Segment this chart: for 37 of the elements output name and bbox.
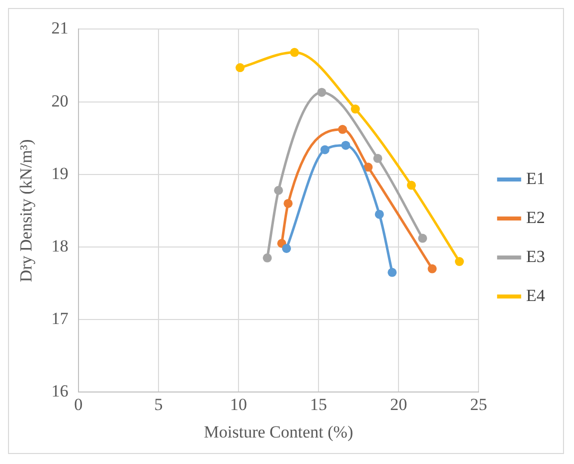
y-tick-label: 18 — [51, 236, 68, 256]
x-axis-title: Moisture Content (%) — [204, 422, 354, 442]
point — [274, 186, 284, 195]
point — [320, 145, 330, 154]
point — [338, 124, 348, 134]
x-tick-label: 10 — [230, 394, 247, 414]
point — [364, 162, 373, 172]
point — [341, 140, 350, 150]
point — [236, 63, 245, 72]
x-tick-label: 15 — [310, 394, 328, 414]
x-tick-label: 0 — [74, 394, 83, 414]
point — [350, 104, 360, 114]
x-tick-label: 25 — [470, 394, 488, 414]
legend-label: E4 — [526, 286, 546, 305]
point — [284, 198, 293, 208]
point — [454, 257, 464, 266]
legend-label: E3 — [526, 246, 546, 266]
point — [290, 48, 300, 57]
point — [317, 88, 326, 97]
y-tick-label: 17 — [51, 309, 69, 328]
x-tick-label: 5 — [154, 394, 163, 414]
y-tick-label: 20 — [51, 91, 68, 110]
legend-label: E1 — [526, 168, 546, 188]
point — [418, 234, 428, 243]
point — [262, 253, 272, 262]
legend-label: E2 — [526, 208, 546, 227]
point — [406, 180, 416, 190]
y-tick-label: 16 — [51, 382, 68, 401]
point — [374, 210, 384, 219]
y-tick-label: 21 — [51, 18, 68, 38]
y-tick-label: 19 — [51, 164, 68, 183]
point — [282, 244, 292, 253]
point — [373, 154, 382, 163]
x-tick-label: 20 — [390, 394, 408, 414]
point — [388, 268, 397, 277]
y-axis-title: Dry Density (kN/m³) — [16, 139, 36, 282]
point — [428, 264, 437, 274]
